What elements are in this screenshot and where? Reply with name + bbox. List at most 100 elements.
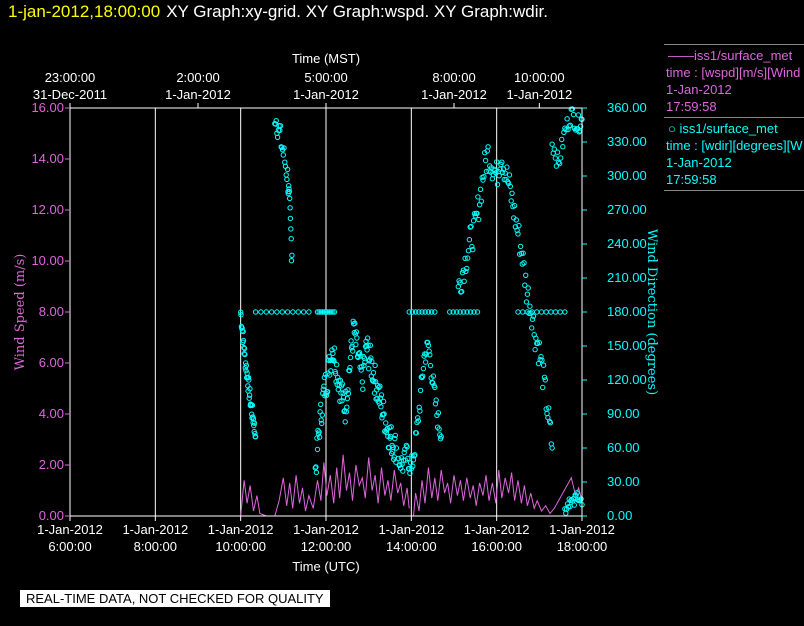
wdir-point: [367, 342, 373, 348]
wdir-point: [432, 384, 438, 391]
legend-variable: time : [wdir][degrees][W: [666, 138, 803, 153]
wdir-point: [494, 159, 500, 165]
wdir-point: [450, 309, 456, 315]
x2-tick-label: 2:00:00: [176, 70, 219, 85]
wdir-point: [514, 227, 520, 234]
wdir-point: [406, 309, 412, 315]
wdir-point: [571, 502, 577, 508]
y2-tick-label: 150.00: [607, 338, 647, 353]
wdir-point: [417, 408, 423, 414]
wdir-point: [239, 325, 245, 331]
y2-tick-label: 90.00: [607, 406, 640, 421]
wdir-point: [461, 278, 467, 284]
wdir-point: [525, 285, 531, 291]
wdir-point: [520, 250, 526, 256]
wdir-point: [459, 288, 465, 295]
x2-tick-label: 1-Jan-2012: [506, 87, 572, 102]
wdir-point: [470, 246, 476, 253]
x-tick-label: 14:00:00: [386, 539, 437, 554]
wdir-point: [430, 373, 437, 379]
y2-tick-label: 360.00: [607, 100, 647, 115]
y-tick-label: 0.00: [39, 508, 64, 523]
wdir-point: [534, 309, 540, 315]
wdir-point: [464, 309, 470, 315]
wdir-point: [319, 309, 326, 315]
wdir-point: [546, 405, 552, 411]
wdir-point: [330, 350, 336, 357]
wdir-point: [393, 459, 399, 465]
wdir-point: [344, 395, 350, 402]
wdir-point: [372, 379, 379, 385]
x-tick-label: 1-Jan-2012: [549, 522, 615, 537]
wdir-point: [295, 309, 301, 315]
wdir-point: [570, 111, 577, 118]
wdir-point: [252, 434, 259, 440]
wdir-point: [430, 380, 436, 386]
wdir-point: [241, 344, 247, 351]
x-tick-label: 16:00:00: [471, 539, 522, 554]
wdir-point: [320, 386, 326, 392]
wdir-point: [548, 309, 554, 315]
wdir-point: [499, 159, 505, 165]
wdir-point: [559, 136, 565, 143]
wdir-point: [459, 270, 466, 276]
wdir-point: [377, 383, 383, 389]
x-tick-label: 10:00:00: [215, 539, 266, 554]
wdir-point: [263, 309, 269, 315]
y-tick-label: 16.00: [31, 100, 64, 115]
wdir-point: [412, 309, 419, 315]
wdir-point: [240, 337, 247, 344]
wdir-point: [347, 364, 353, 371]
wdir-point: [251, 422, 257, 429]
legend-variable: time : [wspd][m/s][Wind: [666, 65, 801, 80]
x-tick-label: 18:00:00: [557, 539, 608, 554]
wdir-point: [345, 390, 352, 397]
wdir-point: [470, 218, 477, 224]
wdir-point: [360, 386, 366, 392]
legend-series-name: ○ iss1/surface_met: [668, 121, 778, 136]
wdir-point: [415, 415, 421, 421]
wdir-point: [478, 198, 484, 204]
wdir-point: [240, 328, 246, 335]
wdir-point: [538, 353, 544, 360]
wdir-point: [348, 338, 354, 344]
wdir-point: [413, 430, 419, 436]
wdir-point: [378, 404, 384, 410]
wdir-point: [353, 329, 360, 335]
wdir-point: [426, 348, 432, 354]
wdir-point: [533, 335, 539, 341]
wdir-point: [410, 463, 416, 469]
x2-tick-label: 23:00:00: [45, 70, 96, 85]
y-tick-label: 14.00: [31, 151, 64, 166]
wdir-point: [318, 417, 324, 423]
wdir-point: [358, 367, 364, 373]
wdir-point: [281, 145, 287, 151]
wdir-point: [488, 165, 495, 171]
wdir-point: [468, 223, 474, 230]
wdir-point: [517, 243, 524, 250]
wdir-point: [436, 426, 442, 432]
y2-tick-label: 300.00: [607, 168, 647, 183]
wdir-point: [438, 434, 444, 440]
wdir-point: [516, 222, 522, 229]
wdir-point: [412, 452, 418, 458]
wdir-point: [331, 309, 338, 315]
wdir-point: [416, 404, 422, 410]
wdir-point: [556, 160, 563, 167]
x2-tick-label: 1-Jan-2012: [421, 87, 487, 102]
wdir-point: [268, 309, 275, 315]
legend-date: 1-Jan-2012: [666, 155, 732, 170]
wdir-point: [422, 359, 429, 365]
wdir-point: [560, 144, 566, 150]
wdir-point: [427, 352, 433, 358]
x2-axis-label: Time (MST): [292, 51, 360, 66]
x2-tick-label: 5:00:00: [304, 70, 347, 85]
wdir-point: [284, 176, 290, 183]
wdir-point: [432, 401, 439, 407]
wdir-point: [313, 464, 319, 470]
wdir-point: [397, 462, 403, 468]
wdir-point: [380, 398, 387, 405]
wdir-point: [366, 366, 372, 372]
wdir-point: [321, 374, 328, 381]
